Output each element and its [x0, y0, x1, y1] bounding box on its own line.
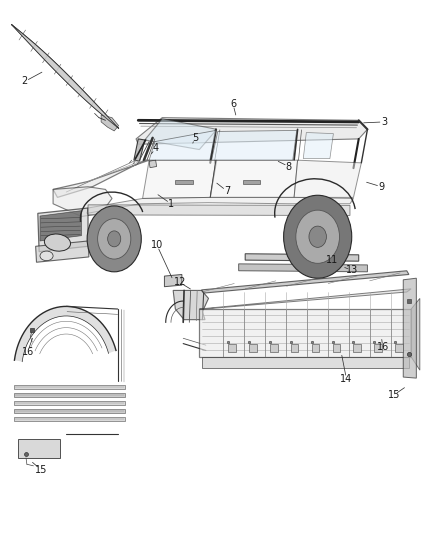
Polygon shape [143, 160, 217, 198]
Circle shape [284, 195, 352, 278]
Text: 10: 10 [151, 240, 163, 250]
Polygon shape [201, 271, 409, 293]
Text: 12: 12 [173, 278, 186, 287]
Bar [311, 344, 319, 352]
Polygon shape [403, 278, 417, 378]
Polygon shape [175, 180, 193, 184]
Polygon shape [173, 290, 208, 320]
Polygon shape [53, 187, 112, 216]
Polygon shape [14, 306, 116, 362]
Polygon shape [35, 241, 89, 262]
Polygon shape [134, 139, 145, 161]
Polygon shape [136, 118, 367, 144]
Bar [374, 344, 382, 352]
Circle shape [98, 219, 131, 259]
Text: 3: 3 [381, 117, 387, 127]
Bar [270, 344, 278, 352]
Circle shape [87, 206, 141, 272]
Polygon shape [87, 197, 353, 213]
Text: 2: 2 [21, 77, 28, 86]
Polygon shape [303, 133, 333, 159]
Text: 11: 11 [326, 255, 339, 265]
Bar [249, 344, 257, 352]
Polygon shape [14, 393, 125, 397]
Polygon shape [294, 160, 361, 197]
Text: 16: 16 [377, 342, 389, 352]
Polygon shape [149, 160, 156, 167]
Polygon shape [210, 160, 297, 197]
Bar [228, 344, 236, 352]
Polygon shape [199, 309, 411, 357]
Text: 6: 6 [230, 99, 236, 109]
Bar [353, 344, 361, 352]
Polygon shape [88, 205, 350, 215]
Text: 8: 8 [286, 161, 292, 172]
Polygon shape [38, 208, 88, 252]
Polygon shape [199, 289, 411, 309]
Polygon shape [243, 180, 261, 184]
Text: 9: 9 [378, 182, 385, 192]
Polygon shape [14, 409, 125, 413]
Polygon shape [12, 25, 119, 128]
Polygon shape [164, 274, 182, 287]
Text: 14: 14 [340, 374, 353, 384]
Polygon shape [18, 439, 60, 458]
Text: 13: 13 [346, 265, 358, 275]
Polygon shape [149, 131, 216, 160]
Text: 16: 16 [21, 346, 34, 357]
Polygon shape [53, 160, 149, 197]
Polygon shape [14, 401, 125, 405]
Polygon shape [14, 385, 125, 389]
Ellipse shape [44, 234, 71, 251]
Circle shape [309, 226, 326, 247]
Text: 15: 15 [35, 465, 47, 474]
Polygon shape [212, 131, 297, 160]
Text: 15: 15 [388, 390, 400, 400]
Circle shape [296, 210, 339, 263]
Polygon shape [145, 119, 217, 150]
Text: 1: 1 [168, 199, 174, 209]
Polygon shape [245, 254, 359, 261]
Bar [332, 344, 340, 352]
Polygon shape [239, 264, 367, 272]
Text: 7: 7 [224, 186, 230, 196]
Circle shape [108, 231, 121, 247]
Polygon shape [40, 211, 81, 241]
Polygon shape [14, 417, 125, 421]
Bar [290, 344, 298, 352]
Ellipse shape [40, 251, 53, 261]
Bar [396, 344, 403, 352]
Polygon shape [201, 357, 409, 368]
Polygon shape [411, 298, 420, 370]
Text: 5: 5 [192, 133, 198, 143]
Polygon shape [101, 115, 119, 131]
Text: 4: 4 [152, 143, 159, 154]
